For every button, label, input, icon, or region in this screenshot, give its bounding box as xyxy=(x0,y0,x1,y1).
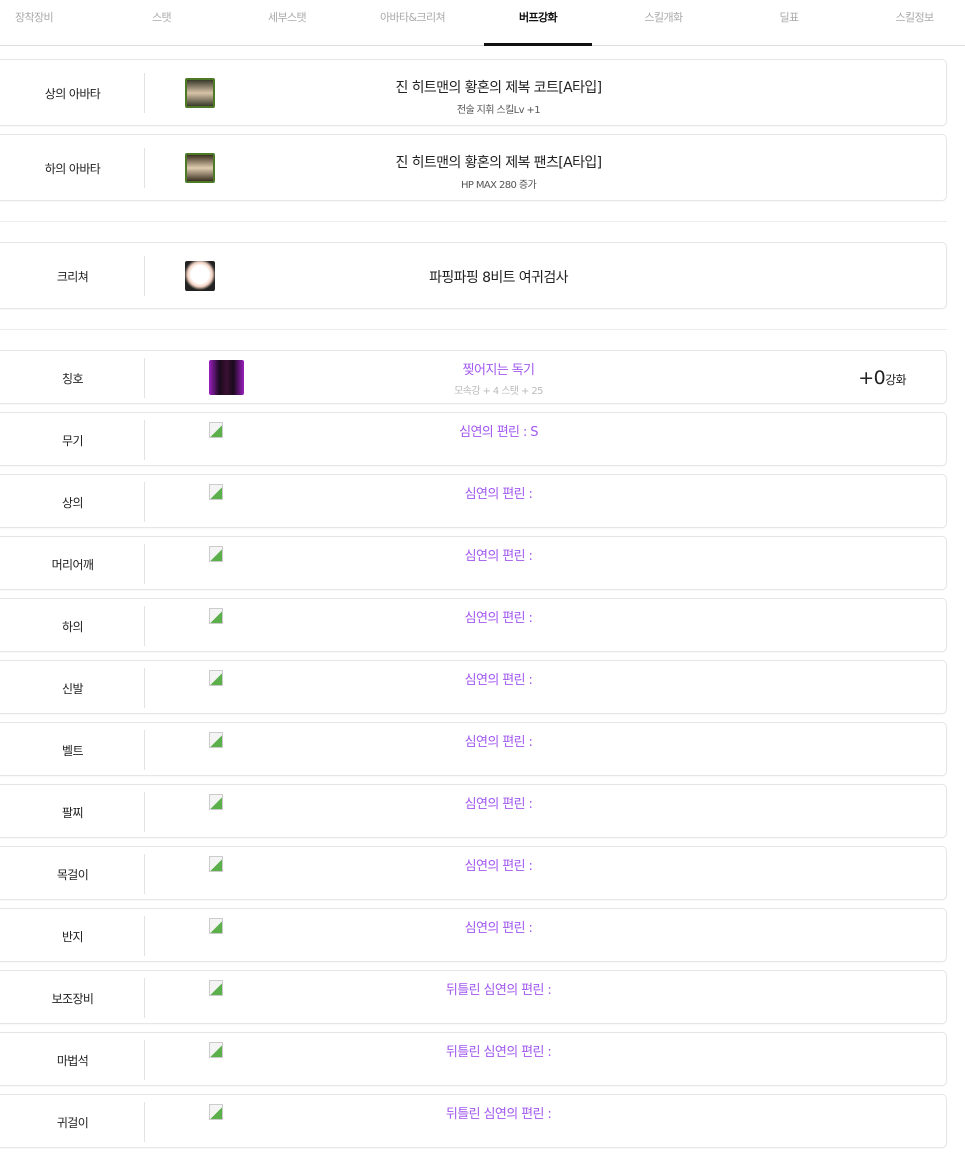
divider xyxy=(144,978,145,1018)
tab-2[interactable]: 세부스탯 xyxy=(267,11,307,24)
slot-label: 칭호 xyxy=(62,372,83,386)
title-card: 칭호 찢어지는 독기 모속강 + 4 스탯 + 25 +0강화 xyxy=(0,350,947,404)
item-option: 전술 지휘 스킬Lv +1 xyxy=(456,105,541,116)
item-name: 심연의 편린 : xyxy=(464,611,533,626)
divider xyxy=(144,482,145,522)
equipment-row: 반지 심연의 편린 : xyxy=(0,908,947,962)
tab-7[interactable]: 스킬정보 xyxy=(895,11,934,24)
slot-label: 팔찌 xyxy=(62,806,83,820)
slot-label: 하의 xyxy=(62,620,83,634)
enhance-unit: 강화 xyxy=(885,373,906,387)
divider xyxy=(144,73,145,113)
slot-label: 상의 아바타 xyxy=(44,87,101,101)
title-option: 모속강 + 4 스탯 + 25 xyxy=(454,386,543,397)
slot-label: 반지 xyxy=(62,930,83,944)
divider xyxy=(144,792,145,832)
tab-3[interactable]: 아바타&크리쳐 xyxy=(379,11,446,24)
divider xyxy=(144,668,145,708)
broken-image-icon xyxy=(209,856,223,872)
item-name: 심연의 편린 : xyxy=(464,673,533,688)
divider xyxy=(144,730,145,770)
slot-label: 보조장비 xyxy=(51,992,94,1006)
item-name: 심연의 편린 : xyxy=(464,797,533,812)
broken-image-icon xyxy=(209,732,223,748)
divider xyxy=(144,544,145,584)
item-name: 진 히트맨의 황혼의 제복 코트[A타입] xyxy=(395,80,602,96)
broken-image-icon xyxy=(209,1104,223,1120)
divider xyxy=(144,606,145,646)
title-name: 찢어지는 독기 xyxy=(462,363,535,378)
broken-image-icon xyxy=(209,484,223,500)
tab-5[interactable]: 스킬개화 xyxy=(644,11,683,24)
item-name: 심연의 편린 : xyxy=(464,735,533,750)
slot-label: 상의 xyxy=(62,496,83,510)
item-name: 뒤틀린 심연의 편린 : xyxy=(445,1107,552,1122)
broken-image-icon xyxy=(209,980,223,996)
enhance-level: +0강화 xyxy=(858,367,906,389)
equipment-row: 머리어깨 심연의 편린 : xyxy=(0,536,947,590)
divider xyxy=(144,420,145,460)
broken-image-icon xyxy=(209,794,223,810)
slot-label: 하의 아바타 xyxy=(44,162,101,176)
section-divider xyxy=(0,329,947,330)
broken-image-icon xyxy=(209,422,223,438)
divider xyxy=(144,916,145,956)
broken-image-icon xyxy=(209,670,223,686)
slot-label: 크리쳐 xyxy=(56,270,89,284)
broken-image-icon xyxy=(209,918,223,934)
tab-4[interactable]: 버프강화 xyxy=(484,0,592,46)
divider xyxy=(144,148,145,188)
creature-icon xyxy=(185,261,215,291)
slot-label: 머리어깨 xyxy=(51,558,94,572)
coat-avatar-icon xyxy=(185,78,215,108)
item-name: 심연의 편린 : xyxy=(464,487,533,502)
title-icon xyxy=(209,360,244,395)
equipment-row: 벨트 심연의 편린 : xyxy=(0,722,947,776)
equipment-row: 팔찌 심연의 편린 : xyxy=(0,784,947,838)
equipment-row: 마법석 뒤틀린 심연의 편린 : xyxy=(0,1032,947,1086)
section-divider xyxy=(0,221,947,222)
item-name: 심연의 편린 : xyxy=(464,921,533,936)
avatar-card-top: 상의 아바타 진 히트맨의 황혼의 제복 코트[A타입] 전술 지휘 스킬Lv … xyxy=(0,59,947,126)
broken-image-icon xyxy=(209,608,223,624)
equipment-row: 신발 심연의 편린 : xyxy=(0,660,947,714)
tab-0[interactable]: 장착장비 xyxy=(14,11,54,24)
avatar-card-bottom: 하의 아바타 진 히트맨의 황혼의 제복 팬츠[A타입] HP MAX 280 … xyxy=(0,134,947,201)
slot-label: 벨트 xyxy=(62,744,83,758)
item-name: 진 히트맨의 황혼의 제복 팬츠[A타입] xyxy=(395,155,602,171)
slot-label: 신발 xyxy=(62,682,83,696)
equipment-row: 상의 심연의 편린 : xyxy=(0,474,947,528)
broken-image-icon xyxy=(209,546,223,562)
broken-image-icon xyxy=(209,1042,223,1058)
creature-name: 파핑파핑 8비트 여귀검사 xyxy=(429,270,568,286)
slot-label: 목걸이 xyxy=(56,868,89,882)
slot-label: 무기 xyxy=(62,434,83,448)
equipment-row: 목걸이 심연의 편린 : xyxy=(0,846,947,900)
equipment-row: 무기 심연의 편린 : S xyxy=(0,412,947,466)
divider xyxy=(144,358,145,398)
equipment-row: 보조장비 뒤틀린 심연의 편린 : xyxy=(0,970,947,1024)
item-name: 뒤틀린 심연의 편린 : xyxy=(445,983,552,998)
equipment-row: 귀걸이 뒤틀린 심연의 편린 : xyxy=(0,1094,947,1148)
slot-label: 귀걸이 xyxy=(56,1116,89,1130)
item-option: HP MAX 280 증가 xyxy=(460,180,537,191)
item-name: 심연의 편린 : xyxy=(464,549,533,564)
tab-1[interactable]: 스탯 xyxy=(151,11,172,24)
item-name: 심연의 편린 : xyxy=(464,859,533,874)
tab-6[interactable]: 딜표 xyxy=(779,11,799,24)
creature-card: 크리쳐 파핑파핑 8비트 여귀검사 xyxy=(0,242,947,309)
item-name: 심연의 편린 : S xyxy=(459,425,538,440)
item-name: 뒤틀린 심연의 편린 : xyxy=(445,1045,552,1060)
equipment-row: 하의 심연의 편린 : xyxy=(0,598,947,652)
enhance-value: +0 xyxy=(858,367,886,389)
tab-bar: 장착장비 스탯 세부스탯 아바타&크리쳐 버프강화 스킬개화 딜표 스킬정보 xyxy=(0,0,965,46)
divider xyxy=(144,1102,145,1142)
divider xyxy=(144,1040,145,1080)
slot-label: 마법석 xyxy=(56,1054,89,1068)
pants-avatar-icon xyxy=(185,153,215,183)
divider xyxy=(144,256,145,296)
divider xyxy=(144,854,145,894)
